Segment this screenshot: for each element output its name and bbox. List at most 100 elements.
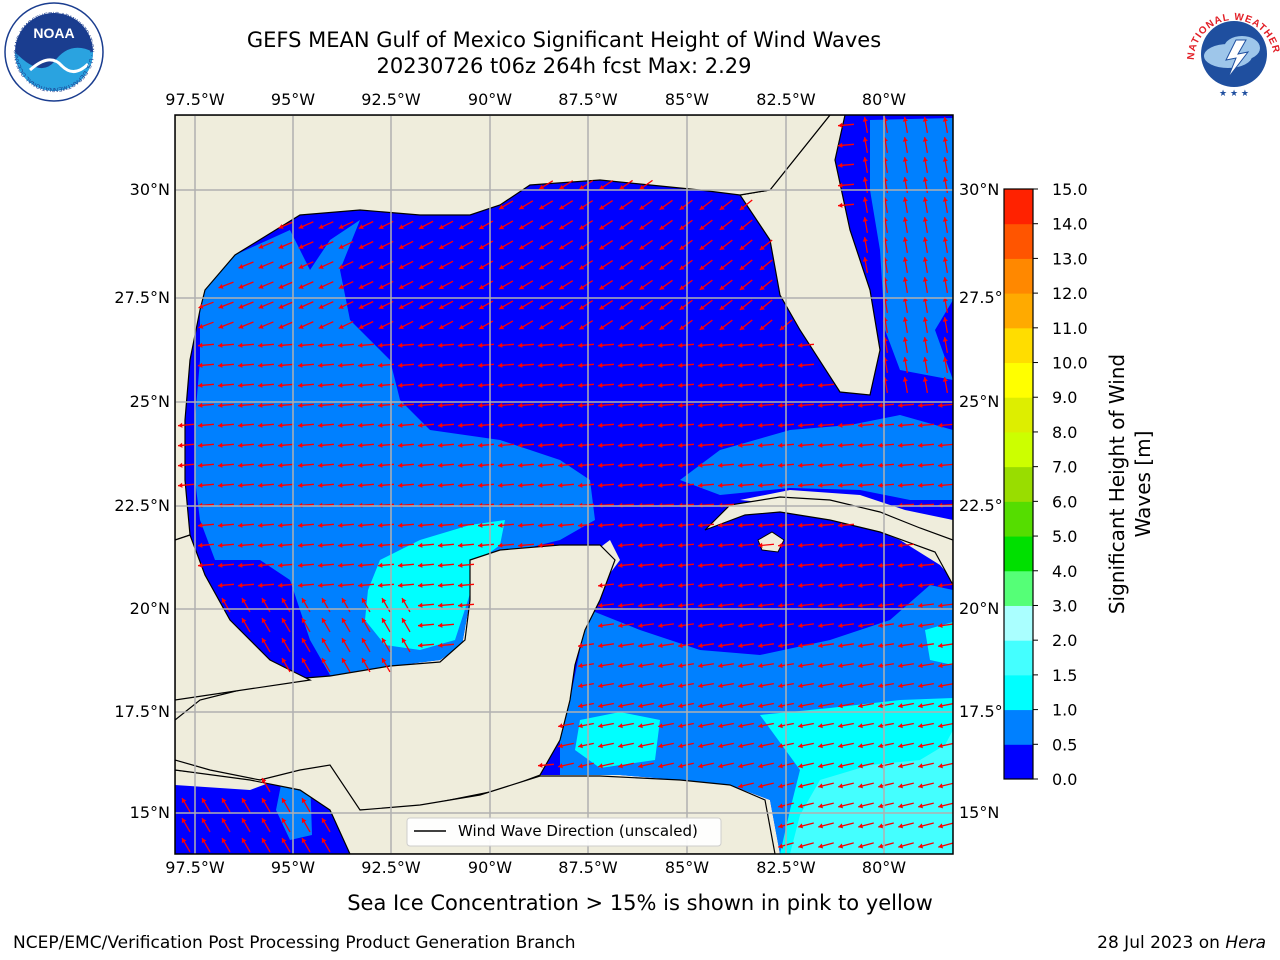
wind-arrow-head (578, 643, 583, 649)
wind-arrow-head (718, 542, 723, 548)
wind-arrow-head (598, 723, 603, 729)
wind-arrow-head (718, 482, 723, 488)
colorbar-tick-label: 0.5 (1052, 735, 1077, 754)
lon-label-top: 85°W (664, 90, 710, 109)
wind-arrow-head (818, 442, 823, 448)
wind-arrow-head (719, 205, 725, 210)
wind-arrow-head (878, 582, 883, 588)
lat-label-right: 22.5° (959, 496, 1003, 515)
wind-arrow-head (579, 244, 585, 250)
wind-arrow-head (778, 362, 783, 368)
wind-arrow-head (902, 257, 908, 262)
wind-arrow-head (798, 582, 803, 588)
wind-arrow-head (698, 482, 703, 488)
wind-arrow-head (638, 442, 643, 448)
wind-arrow-head (878, 783, 883, 789)
wind-arrow-head (398, 402, 403, 408)
wind-arrow-head (418, 542, 423, 548)
wind-arrow-head (718, 462, 723, 468)
branch-credit: NCEP/EMC/Verification Post Processing Pr… (13, 933, 576, 953)
wind-arrow-head (598, 342, 603, 348)
wind-arrow-head (618, 382, 623, 388)
wind-arrow-head (862, 137, 868, 142)
wind-arrow-head (258, 402, 263, 408)
wind-arrow-head (898, 422, 903, 428)
wind-arrow-head (398, 362, 403, 368)
wind-arrow-head (942, 357, 948, 362)
wind-arrow-head (358, 482, 363, 488)
wind-arrow-head (598, 482, 603, 488)
wind-arrow-head (679, 225, 685, 230)
wind-arrow-head (559, 324, 565, 330)
lon-label-bottom: 85°W (664, 858, 710, 877)
wind-arrow-head (898, 763, 903, 769)
wind-arrow-head (818, 422, 823, 428)
wind-arrow-head (918, 703, 923, 709)
wind-arrow-head (438, 284, 444, 290)
wind-arrow-head (718, 723, 723, 729)
wind-arrow-head (518, 362, 523, 368)
wind-arrow-head (858, 783, 863, 789)
wind-arrow-head (698, 522, 703, 528)
wind-arrow-head (241, 838, 247, 844)
wind-arrow-head (858, 422, 863, 428)
wind-arrow-head (738, 482, 743, 488)
wind-arrow-head (778, 663, 783, 669)
wind-arrow-head (558, 462, 563, 468)
sea-ice-note-text: Sea Ice Concentration > 15% is shown in … (347, 891, 933, 915)
wind-arrow-head (878, 823, 884, 829)
wind-arrow-head (479, 224, 485, 230)
wind-arrow-head (639, 205, 645, 210)
wind-arrow-head (438, 324, 444, 330)
wind-arrow-head (318, 304, 324, 309)
wind-arrow-head (798, 562, 803, 568)
wind-arrow-head (898, 482, 903, 488)
wind-arrow-head (898, 803, 904, 809)
wind-arrow-head (418, 402, 423, 408)
wind-arrow-head (358, 462, 363, 468)
colorbar-tick-label: 1.0 (1052, 701, 1077, 720)
wind-arrow-head (638, 542, 643, 548)
wind-arrow-head (321, 658, 327, 664)
wind-arrow-head (598, 582, 603, 588)
wind-arrow-head (758, 462, 763, 468)
wind-arrow-head (898, 743, 903, 749)
wind-arrow-head (341, 658, 347, 664)
wind-arrow-head (238, 522, 243, 528)
wind-arrow-head (378, 304, 384, 309)
wind-arrow-head (878, 422, 883, 428)
wind-arrow-head (698, 562, 703, 568)
wind-arrow-head (438, 522, 443, 528)
wind-arrow-head (418, 362, 423, 368)
wind-arrow-head (578, 663, 583, 669)
wind-arrow-head (938, 422, 943, 428)
wind-arrow-head (658, 402, 663, 408)
wind-arrow-head (902, 137, 908, 142)
wind-arrow-head (198, 303, 204, 309)
wind-arrow-head (938, 442, 943, 448)
wind-arrow-head (318, 522, 323, 528)
wind-arrow-head (918, 743, 923, 749)
wind-arrow-head (858, 703, 863, 709)
wind-arrow-head (378, 422, 383, 428)
colorbar-segment (1004, 605, 1033, 641)
wind-arrow-head (818, 683, 823, 689)
wind-arrow-head (318, 264, 324, 269)
wind-arrow-head (578, 522, 583, 528)
wind-arrow-head (499, 224, 505, 230)
wind-arrow-head (218, 482, 223, 488)
wind-arrow-head (579, 224, 585, 230)
wind-arrow-head (778, 462, 783, 468)
wind-arrow-head (922, 337, 928, 342)
wind-arrow-head (698, 602, 703, 609)
wind-arrow-head (658, 482, 663, 488)
wind-arrow-head (281, 658, 287, 664)
wind-arrow-head (938, 643, 943, 649)
wind-arrow-head (878, 743, 883, 749)
wind-arrow-head (618, 743, 623, 749)
wind-arrow-head (778, 783, 783, 789)
wind-arrow-head (739, 245, 745, 250)
wind-arrow-head (698, 342, 703, 348)
wind-arrow-head (459, 244, 465, 250)
wind-arrow-head (358, 324, 364, 329)
